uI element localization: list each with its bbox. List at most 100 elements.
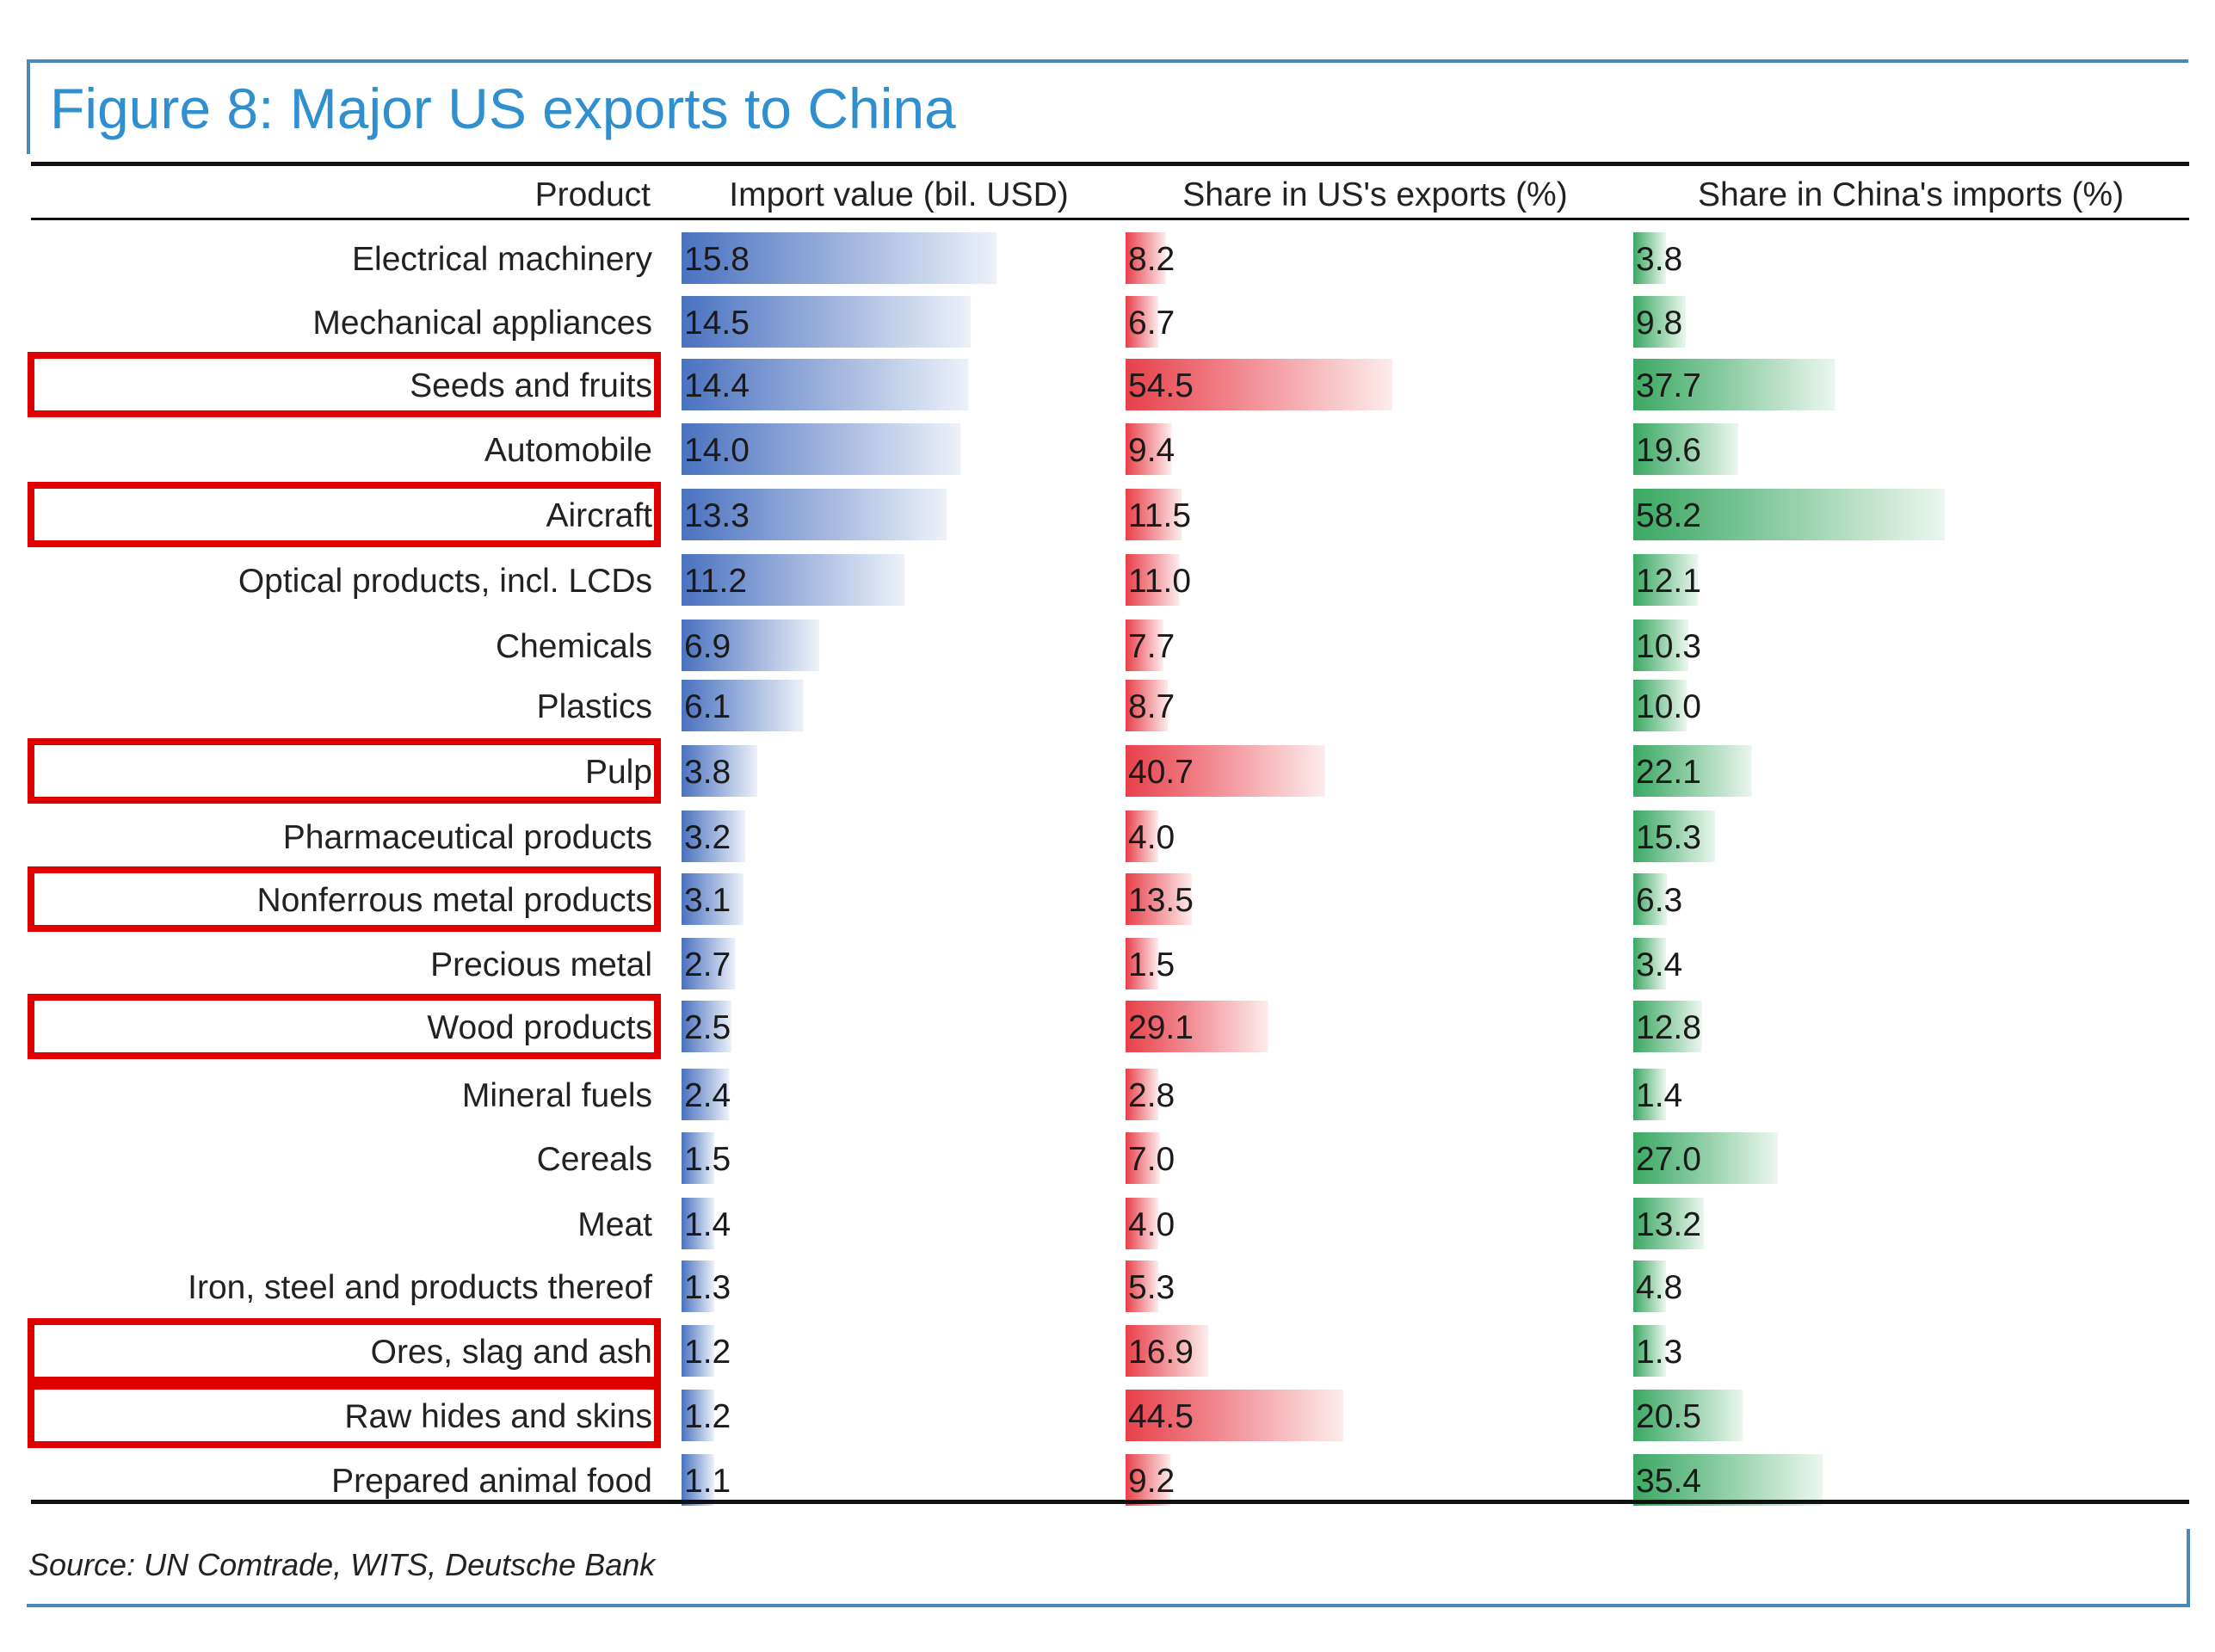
import-value-bar	[682, 620, 819, 671]
import-value-bar	[682, 1454, 714, 1506]
china-import-share-bar	[1633, 1069, 1666, 1120]
china-import-share-bar	[1633, 938, 1666, 989]
china-import-share-bar	[1633, 423, 1738, 475]
category-label: Nonferrous metal products	[256, 882, 652, 919]
category-label: Plastics	[537, 688, 652, 725]
china-import-share-value-label: 13.2	[1636, 1206, 1701, 1243]
frame-left-border	[27, 59, 30, 154]
table-top-rule	[31, 162, 2189, 166]
us-export-share-value-label: 13.5	[1128, 882, 1194, 919]
import-value-value-label: 1.5	[684, 1141, 731, 1178]
highlight-box-pulp	[28, 738, 661, 804]
us-export-share-value-label: 11.5	[1128, 497, 1191, 534]
china-import-share-value-label: 15.3	[1636, 819, 1701, 856]
import-value-value-label: 14.4	[684, 367, 750, 404]
china-import-share-value-label: 12.8	[1636, 1009, 1701, 1046]
china-import-share-bar	[1633, 620, 1689, 671]
us-export-share-bar	[1126, 620, 1163, 671]
category-label: Raw hides and skins	[344, 1398, 652, 1435]
import-value-value-label: 1.3	[684, 1269, 731, 1306]
category-label: Precious metal	[430, 946, 652, 983]
import-value-bar	[682, 1132, 714, 1184]
import-value-bar	[682, 1325, 714, 1377]
china-import-share-bar	[1633, 554, 1699, 606]
highlight-box-ores-slag-and-ash	[28, 1318, 661, 1384]
us-export-share-bar	[1126, 489, 1182, 540]
us-export-share-bar	[1126, 1001, 1268, 1052]
highlight-box-nonferrous-metal-products	[28, 866, 661, 932]
us-export-share-bar	[1126, 680, 1169, 731]
import-value-value-label: 1.1	[684, 1463, 731, 1500]
category-label: Seeds and fruits	[410, 367, 652, 404]
us-export-share-bar	[1126, 423, 1172, 475]
import-value-value-label: 6.9	[684, 628, 731, 665]
china-import-share-bar	[1633, 1261, 1666, 1312]
china-import-share-value-label: 6.3	[1636, 882, 1682, 919]
category-label: Ores, slag and ash	[371, 1334, 652, 1371]
china-import-share-value-label: 3.8	[1636, 241, 1682, 278]
us-export-share-bar	[1126, 232, 1166, 284]
category-label: Prepared animal food	[331, 1463, 652, 1500]
china-import-share-value-label: 10.0	[1636, 688, 1701, 725]
import-value-bar	[682, 1261, 714, 1312]
us-export-share-value-label: 8.2	[1128, 241, 1175, 278]
us-export-share-bar	[1126, 359, 1392, 410]
us-export-share-column-header: Share in US's exports (%)	[1182, 176, 1568, 213]
china-import-share-value-label: 20.5	[1636, 1398, 1701, 1435]
product-column-header: Product	[534, 176, 651, 213]
china-import-share-value-label: 35.4	[1636, 1463, 1701, 1500]
import-value-bar	[682, 680, 804, 731]
import-value-bar	[682, 745, 758, 797]
china-import-share-bar	[1633, 745, 1752, 797]
category-label: Iron, steel and products thereof	[188, 1269, 652, 1306]
us-export-share-value-label: 11.0	[1128, 563, 1191, 600]
import-value-value-label: 1.2	[684, 1398, 731, 1435]
us-export-share-value-label: 44.5	[1128, 1398, 1194, 1435]
frame-right-border	[2187, 1529, 2190, 1606]
us-export-share-value-label: 4.0	[1128, 1206, 1175, 1243]
frame-bottom-border	[27, 1604, 2190, 1607]
import-value-bar	[682, 359, 969, 410]
us-export-share-bar	[1126, 745, 1325, 797]
import-value-bar	[682, 1390, 714, 1441]
china-import-share-bar	[1633, 1390, 1743, 1441]
import-value-bar	[682, 938, 736, 989]
china-import-share-bar	[1633, 1454, 1823, 1506]
china-import-share-bar	[1633, 680, 1687, 731]
import-value-value-label: 11.2	[684, 563, 747, 600]
category-label: Electrical machinery	[352, 241, 652, 278]
category-label: Chemicals	[496, 628, 652, 665]
us-export-share-bar	[1126, 554, 1180, 606]
us-export-share-bar	[1126, 938, 1158, 989]
import-value-value-label: 14.0	[684, 432, 750, 469]
table-bottom-rule	[31, 1500, 2189, 1504]
import-value-bar	[682, 554, 905, 606]
us-export-share-bar	[1126, 1390, 1344, 1441]
import-value-bar	[682, 232, 996, 284]
china-import-share-value-label: 9.8	[1636, 305, 1682, 342]
china-import-share-bar	[1633, 1132, 1778, 1184]
china-import-share-bar	[1633, 489, 1945, 540]
category-label: Mechanical appliances	[312, 305, 652, 342]
source-note: Source: UN Comtrade, WITS, Deutsche Bank	[28, 1547, 656, 1582]
china-import-share-bar	[1633, 811, 1716, 862]
china-import-share-value-label: 37.7	[1636, 367, 1701, 404]
us-export-share-value-label: 9.2	[1128, 1463, 1175, 1500]
china-import-share-value-label: 1.4	[1636, 1077, 1682, 1114]
import-value-bar	[682, 296, 971, 348]
category-label: Pulp	[585, 754, 652, 791]
highlight-box-aircraft	[28, 482, 661, 547]
china-import-share-bar	[1633, 1001, 1702, 1052]
category-label: Aircraft	[546, 497, 652, 534]
us-export-share-value-label: 7.7	[1128, 628, 1175, 665]
frame-top-border	[27, 59, 2188, 63]
china-import-share-value-label: 27.0	[1636, 1141, 1701, 1178]
us-export-share-value-label: 7.0	[1128, 1141, 1175, 1178]
us-export-share-value-label: 4.0	[1128, 819, 1175, 856]
header-rule	[31, 218, 2189, 220]
us-export-share-value-label: 2.8	[1128, 1077, 1175, 1114]
us-export-share-bar	[1126, 1132, 1160, 1184]
import-value-bar	[682, 1069, 730, 1120]
china-import-share-value-label: 3.4	[1636, 946, 1682, 983]
